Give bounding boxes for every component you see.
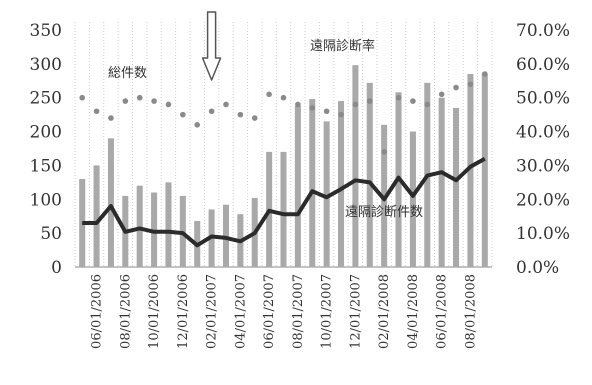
rate-point [165,101,172,108]
series-label-rate: 遠隔診断率 [310,38,375,54]
bar [136,185,143,267]
rate-point [208,108,215,115]
rate-point [223,101,229,108]
bar [438,97,445,267]
y2-tick-label: 20.0% [516,190,570,210]
bar [409,131,416,267]
rate-point [438,91,445,98]
rate-point [136,94,143,101]
rate-point [352,101,359,108]
y2-tick-label: 60.0% [516,55,570,75]
bar [323,121,330,268]
bar [453,107,460,267]
y2-tick-label: 30.0% [516,156,570,176]
rate-point [93,108,100,115]
rate-point [395,94,402,101]
y-tick-label: 0 [51,258,62,278]
down-arrow-icon [201,11,222,81]
x-tick-label: 06/01/2006 [90,274,105,349]
series-line [82,156,486,248]
y-tick-label: 250 [30,89,62,109]
y2-tick-label: 0.0% [516,258,559,278]
series-label-count: 遠隔診断件数 [345,204,423,220]
x-tick-label: 12/01/2006 [176,274,191,349]
x-tick-label: 08/01/2006 [118,274,133,349]
rate-point [151,98,157,104]
x-tick-label: 04/01/2007 [233,274,248,349]
x-tick-label: 10/01/2007 [320,274,335,349]
y-tick-label: 50 [40,224,62,244]
x-tick-label: 06/01/2007 [262,274,277,349]
x-tick-label: 04/01/2008 [406,274,421,349]
rate-point [309,105,316,111]
bar [352,65,359,267]
bar [294,105,301,267]
bar [280,151,287,267]
bar [467,74,474,267]
rate-point [237,111,244,118]
y2-tick-label: 10.0% [516,224,570,244]
telediagnosis-count-line [82,156,486,248]
bar [93,165,100,267]
rate-point [467,81,474,87]
rate-point [366,98,373,104]
bar [481,74,488,267]
y-tick-label: 100 [30,190,62,210]
x-axis-ticks: 06/01/2006 08/01/2006 10/01/2006 12/01/2006… [90,274,479,349]
rate-point [280,94,287,101]
rate-point [410,98,416,104]
x-tick-label: 02/01/2007 [205,274,220,349]
rate-point [122,98,129,104]
y-tick-label: 300 [30,55,62,75]
rate-point [482,71,488,77]
rate-point [323,108,330,115]
x-tick-label: 12/01/2007 [348,274,363,349]
rate-point [79,94,85,101]
rate-point [180,111,186,118]
rate-point [338,111,344,118]
x-tick-label: 02/01/2008 [377,274,392,349]
x-tick-label: 10/01/2006 [147,274,162,349]
rate-point [108,115,114,121]
y2-tick-label: 70.0% [516,21,570,41]
gridlines [74,22,493,267]
y2-tick-label: 40.0% [516,123,570,143]
bar [165,182,172,267]
x-tick-label: 06/01/2008 [435,274,450,349]
rate-point [424,101,431,108]
y-tick-label: 350 [30,21,62,41]
bar [107,138,114,267]
rate-point [194,122,201,128]
x-tick-label: 08/01/2008 [463,274,478,349]
y-tick-label: 150 [30,156,62,176]
x-tick-label: 08/01/2007 [291,274,306,349]
bar [222,204,230,267]
left-axis-ticks: 0 50 100 150 200 250 300 350 [30,21,62,278]
rate-point [266,91,272,98]
bar [79,178,86,267]
down-arrow-marker [201,11,222,81]
y2-tick-label: 50.0% [516,89,570,109]
y-tick-label: 200 [30,123,62,143]
bar [337,101,345,267]
bar [309,99,316,267]
rate-point [295,101,301,108]
rate-point [453,84,459,91]
series-label-total: 総件数 [108,66,147,81]
telediagnosis-rate-points [79,71,488,155]
rate-point [251,115,258,121]
rate-point [381,149,387,155]
bar [366,82,373,268]
right-axis-ticks: 0.0% 10.0% 20.0% 30.0% 40.0% 50.0% 60.0% 70.0% [516,21,570,278]
